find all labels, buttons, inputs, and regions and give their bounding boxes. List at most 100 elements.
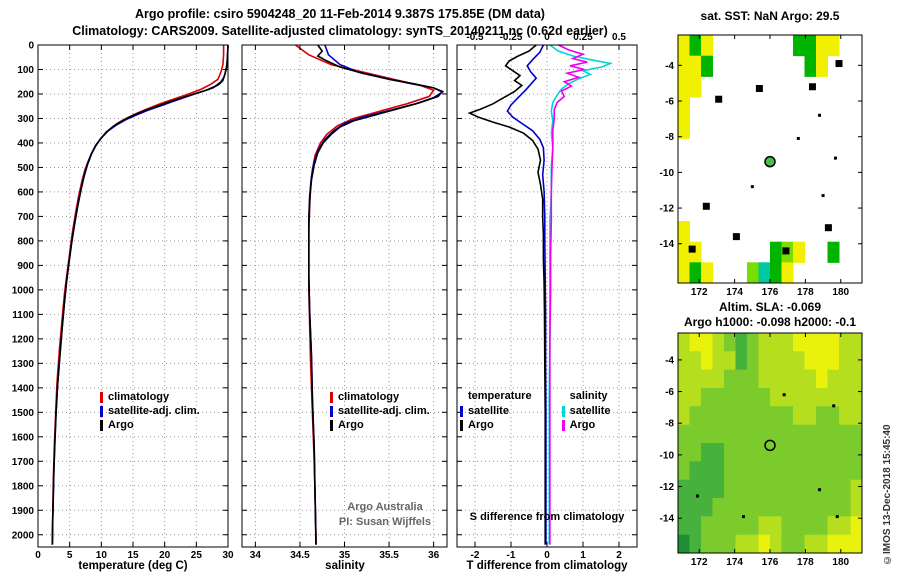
svg-text:-14: -14 — [660, 239, 675, 250]
map-dot — [741, 515, 745, 519]
map-dot — [695, 494, 699, 498]
svg-text:178: 178 — [797, 557, 814, 568]
legend-label: Argo — [108, 419, 134, 431]
map-black-square — [782, 247, 790, 255]
difference-legend-sal-items: satellite Argo — [561, 404, 611, 432]
svg-text:172: 172 — [691, 557, 708, 568]
svg-text:-8: -8 — [665, 419, 674, 430]
svg-text:174: 174 — [726, 557, 743, 568]
svg-text:-0.25: -0.25 — [500, 32, 523, 43]
svg-text:180: 180 — [832, 557, 849, 568]
svg-text:-12: -12 — [660, 204, 675, 215]
map-dot — [782, 393, 786, 397]
legend-item: satellite — [460, 404, 532, 418]
svg-text:172: 172 — [691, 287, 708, 298]
legend-item: climatology — [330, 390, 430, 404]
temperature-axis-label: temperature (deg C) — [78, 560, 188, 572]
svg-text:34: 34 — [250, 550, 262, 561]
svg-text:30: 30 — [222, 550, 234, 561]
legend-marker — [100, 419, 103, 431]
svg-text:174: 174 — [726, 287, 743, 298]
svg-text:0.5: 0.5 — [612, 32, 626, 43]
map-dot — [750, 185, 754, 189]
series-s-argo — [549, 44, 588, 545]
salinity-legend: climatology satellite-adj. clim. Argo — [330, 390, 430, 432]
svg-text:-4: -4 — [665, 61, 674, 72]
map-black-square — [715, 95, 723, 103]
map-black-square — [835, 60, 843, 68]
series-satellite-adj-clim- — [51, 44, 229, 545]
svg-text:34.5: 34.5 — [290, 550, 310, 561]
legend-item: climatology — [100, 390, 200, 404]
svg-text:100: 100 — [17, 65, 34, 76]
series-argo — [51, 44, 229, 545]
sla-map-title-line2: Argo h1000: -0.098 h2000: -0.1 — [683, 315, 857, 329]
map-black-square — [688, 245, 696, 253]
legend-label: satellite — [468, 405, 509, 417]
svg-text:-0.5: -0.5 — [466, 32, 484, 43]
sla-map-title-line1: Altim. SLA: -0.069 — [718, 300, 822, 314]
legend-item: Argo — [561, 418, 611, 432]
legend-item: satellite-adj. clim. — [100, 404, 200, 418]
legend-label: Argo — [338, 419, 364, 431]
legend-marker — [330, 419, 333, 431]
svg-text:1900: 1900 — [12, 506, 35, 517]
svg-text:1700: 1700 — [12, 457, 35, 468]
svg-text:25: 25 — [191, 550, 203, 561]
svg-text:178: 178 — [797, 287, 814, 298]
series-t-satellite — [506, 44, 547, 545]
svg-text:35.5: 35.5 — [379, 550, 399, 561]
sst-map-title: sat. SST: NaN Argo: 29.5 — [700, 9, 840, 23]
float-position-marker — [764, 439, 776, 452]
series-s-satellite — [548, 44, 614, 545]
svg-text:35: 35 — [339, 550, 351, 561]
legend-marker — [561, 405, 565, 417]
legend-item: Argo — [330, 418, 430, 432]
svg-text:-4: -4 — [665, 355, 674, 366]
legend-item: satellite-adj. clim. — [330, 404, 430, 418]
svg-text:1500: 1500 — [12, 408, 35, 419]
legend-label: Argo — [569, 419, 596, 431]
legend-label: climatology — [338, 391, 400, 403]
t-difference-axis-label: T difference from climatology — [466, 560, 628, 572]
svg-text:-2: -2 — [471, 550, 480, 561]
svg-text:2: 2 — [616, 550, 622, 561]
svg-text:-6: -6 — [665, 387, 674, 398]
pi-note: PI: Susan Wijffels — [338, 516, 432, 528]
legend-label: satellite-adj. clim. — [108, 405, 200, 417]
svg-text:180: 180 — [832, 287, 849, 298]
svg-text:5: 5 — [67, 550, 73, 561]
temperature_profile-panel: 0 5 10 15 20 25 300100200300400500600700800900… — [12, 41, 234, 562]
map-dot — [796, 136, 800, 140]
legend-item: Argo — [460, 418, 532, 432]
svg-text:-10: -10 — [660, 450, 675, 461]
svg-text:1400: 1400 — [12, 383, 35, 394]
difference-legend-temp-header: temperature — [468, 390, 532, 402]
svg-text:1000: 1000 — [12, 285, 35, 296]
svg-text:1600: 1600 — [12, 432, 35, 443]
sst_map-panel: 172 174 176 178 180 -4 -6 -8 -10 -12 -14 — [660, 34, 863, 298]
legend-marker — [100, 391, 103, 403]
svg-text:200: 200 — [17, 89, 34, 100]
difference_profile-panel: -2 -1 0 1 2 -0.5 -0.25 0 0.25 0.5 — [456, 32, 638, 561]
series-argo — [307, 44, 444, 545]
svg-text:10: 10 — [96, 550, 108, 561]
series-climatology — [295, 44, 435, 545]
map-dot — [818, 488, 822, 492]
salinity-axis-label: salinity — [325, 560, 365, 572]
difference-legend-temp-items: satellite Argo — [460, 404, 532, 432]
map-black-square — [808, 83, 816, 91]
svg-text:1: 1 — [580, 550, 586, 561]
svg-text:0: 0 — [544, 32, 550, 43]
svg-text:700: 700 — [17, 212, 34, 223]
difference-legend: temperature satellite Argo salinity satel… — [460, 390, 611, 432]
sla_map-panel: 172 174 176 178 180 -4 -6 -8 -10 -12 -14 — [660, 332, 863, 568]
svg-text:900: 900 — [17, 261, 34, 272]
svg-text:-1: -1 — [507, 550, 516, 561]
difference-legend-sal-header: salinity — [569, 390, 608, 402]
svg-text:1200: 1200 — [12, 334, 35, 345]
svg-text:600: 600 — [17, 187, 34, 198]
svg-text:300: 300 — [17, 114, 34, 125]
salinity_profile-panel: 34 34.5 35 35.5 36 — [241, 44, 448, 561]
series-t-argo — [467, 44, 547, 545]
